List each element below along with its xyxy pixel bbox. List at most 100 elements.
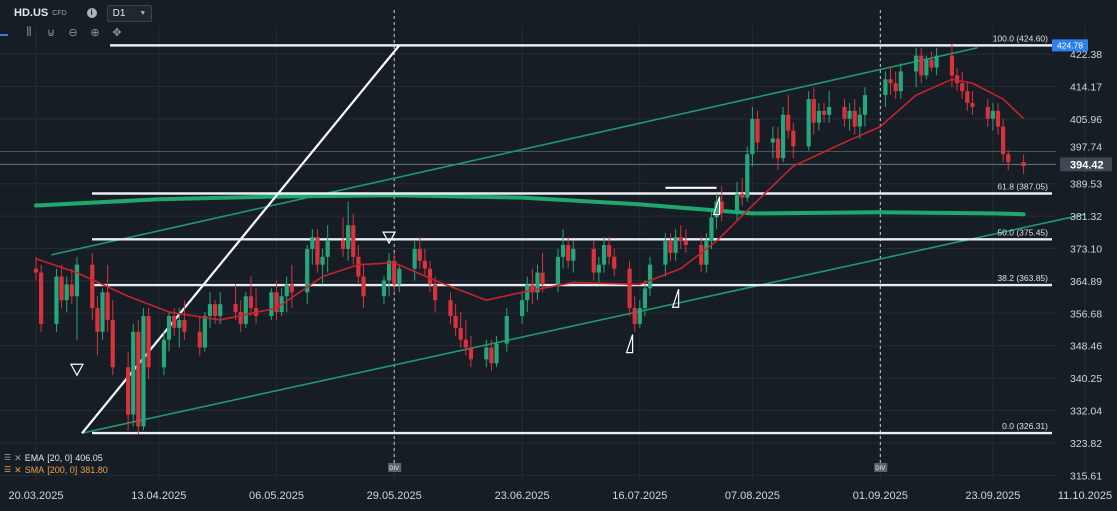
x-axis: 20.03.2025 13.04.2025 06.05.2025 29.05.2025… bbox=[8, 490, 1112, 502]
candle-body bbox=[919, 55, 924, 76]
fib-price-tag bbox=[1052, 39, 1088, 52]
arrow-down-marker bbox=[69, 363, 84, 377]
zoom-in-icon[interactable]: ⊕ bbox=[90, 27, 100, 39]
candle bbox=[591, 241, 596, 281]
candle-body bbox=[54, 276, 59, 324]
candle-body bbox=[607, 244, 612, 257]
candle-body bbox=[934, 55, 939, 68]
candle-body bbox=[177, 319, 182, 328]
candle-body bbox=[74, 264, 80, 297]
bars-icon[interactable]: ⫼ bbox=[26, 26, 32, 38]
candle bbox=[827, 91, 832, 123]
candle bbox=[821, 102, 827, 123]
candle-body bbox=[504, 315, 509, 344]
candle bbox=[340, 217, 346, 257]
chevron-down-icon: ▼ bbox=[139, 9, 147, 17]
candle bbox=[284, 276, 289, 313]
candle bbox=[734, 181, 740, 222]
candle-body bbox=[827, 106, 832, 115]
candle bbox=[95, 296, 100, 356]
lines-icon: ☰ bbox=[4, 465, 12, 474]
candle bbox=[699, 237, 704, 273]
y-tick-label: 323.82 bbox=[1070, 438, 1102, 450]
candle bbox=[995, 102, 1001, 135]
close-icon[interactable]: ✕ bbox=[14, 453, 22, 463]
candle-body bbox=[540, 272, 545, 285]
candle bbox=[770, 126, 775, 159]
y-tick-label: 414.17 bbox=[1070, 82, 1102, 94]
candle bbox=[126, 351, 131, 431]
zoom-out-icon[interactable]: ⊖ bbox=[68, 27, 78, 39]
candle bbox=[161, 331, 167, 376]
candle-body bbox=[110, 319, 115, 368]
x-tick-label: 29.05.2025 bbox=[367, 490, 422, 502]
y-tick-label: 381.32 bbox=[1070, 211, 1102, 223]
candle-body bbox=[714, 201, 719, 218]
candle bbox=[673, 229, 678, 261]
candle bbox=[136, 319, 141, 435]
candle-body bbox=[780, 114, 786, 159]
candle bbox=[642, 280, 648, 316]
candle bbox=[893, 71, 898, 100]
candle-body bbox=[709, 217, 714, 242]
candle bbox=[985, 99, 990, 127]
candle bbox=[386, 252, 392, 297]
candle bbox=[678, 225, 683, 249]
candle-body bbox=[202, 315, 207, 348]
candle-body bbox=[530, 284, 535, 293]
candle bbox=[141, 308, 146, 431]
candle-body bbox=[386, 260, 392, 281]
candle bbox=[315, 229, 320, 273]
candle-body bbox=[883, 79, 888, 96]
candle-body bbox=[448, 300, 453, 316]
candle-body bbox=[632, 308, 637, 324]
close-icon[interactable]: ✕ bbox=[14, 465, 22, 475]
candle-body bbox=[33, 268, 39, 273]
y-tick-label: 315.61 bbox=[1070, 470, 1102, 482]
candle bbox=[719, 185, 724, 222]
candle-body bbox=[284, 284, 289, 297]
legend-sma[interactable]: ☰ ✕ SMA [200, 0] 381.80 bbox=[4, 464, 108, 476]
candle-body bbox=[100, 292, 105, 332]
timeframe-select[interactable]: D1 ▼ bbox=[106, 4, 153, 22]
candle bbox=[791, 122, 796, 159]
x-tick-label: 11.10.2025 bbox=[1058, 490, 1112, 502]
candle bbox=[320, 248, 325, 285]
candle bbox=[683, 229, 688, 253]
candle bbox=[325, 225, 330, 273]
x-tick-label: 23.09.2025 bbox=[965, 490, 1020, 502]
candle-body bbox=[857, 114, 862, 127]
candle bbox=[852, 99, 857, 135]
candle-body bbox=[248, 296, 254, 309]
candle-body bbox=[673, 237, 678, 253]
candle-body bbox=[929, 59, 934, 68]
channel-line bbox=[81, 213, 1086, 434]
candle bbox=[714, 193, 719, 230]
candle bbox=[269, 288, 274, 320]
candle bbox=[207, 292, 213, 328]
candle-body bbox=[960, 83, 965, 92]
candle-body bbox=[243, 296, 248, 324]
legend-ema[interactable]: ☰ ✕ EMA [20, 0] 406.05 bbox=[4, 452, 108, 464]
info-icon[interactable]: i bbox=[86, 8, 97, 18]
candle-body bbox=[417, 248, 422, 261]
candle bbox=[427, 260, 433, 293]
candle-body bbox=[361, 276, 366, 297]
crosshair-icon[interactable]: ✥ bbox=[112, 27, 122, 39]
candle bbox=[468, 335, 474, 368]
candle-body bbox=[351, 225, 356, 257]
candle-body bbox=[893, 83, 898, 92]
candle bbox=[806, 91, 811, 151]
candle-body bbox=[90, 264, 95, 309]
candle bbox=[100, 288, 105, 340]
current-price-label: 394.42 bbox=[1070, 159, 1104, 171]
candle bbox=[898, 63, 903, 100]
magnet-icon[interactable]: ⊍ bbox=[46, 27, 56, 39]
candle-body bbox=[786, 114, 791, 131]
candle bbox=[1021, 154, 1026, 174]
candle-body bbox=[305, 248, 310, 293]
candle bbox=[381, 276, 387, 305]
y-tick-label: 397.74 bbox=[1070, 141, 1102, 153]
